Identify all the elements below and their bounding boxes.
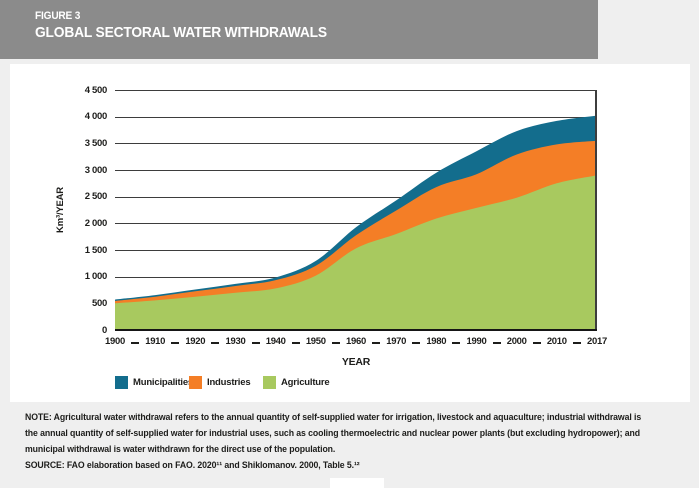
figure-number: FIGURE 3 xyxy=(35,10,81,22)
x-minor-tick xyxy=(291,342,300,344)
y-tick-0: 0 xyxy=(102,324,107,336)
y-tick-1000: 1 000 xyxy=(84,271,108,283)
gridline-3500 xyxy=(115,143,597,145)
stacked-area-chart xyxy=(115,115,597,330)
x-tick-1970: 1970 xyxy=(386,336,407,347)
y-tick-3000: 3 000 xyxy=(84,164,108,176)
x-minor-tick xyxy=(492,342,501,344)
legend-label-agriculture: Agriculture xyxy=(281,377,330,388)
x-tick-1990: 1990 xyxy=(466,336,487,347)
x-tick-1960: 1960 xyxy=(346,336,366,347)
x-axis-line xyxy=(115,329,597,331)
area-agriculture xyxy=(115,175,597,330)
x-tick-1910: 1910 xyxy=(145,336,166,347)
x-tick-2010: 2010 xyxy=(546,336,567,347)
gridline-4000 xyxy=(115,116,597,118)
gridline-2500 xyxy=(115,196,597,198)
y-tick-4000: 4 000 xyxy=(84,111,108,123)
x-minor-tick xyxy=(572,342,581,344)
source-text: SOURCE: FAO elaboration based on FAO. 20… xyxy=(25,460,360,470)
x-minor-tick xyxy=(452,342,461,344)
x-tick-2017: 2017 xyxy=(587,336,607,347)
legend-label-municipalities: Municipalities xyxy=(133,377,194,388)
x-tick-1980: 1980 xyxy=(426,336,447,347)
y-tick-4500: 4 500 xyxy=(84,84,108,96)
y-axis-title: Km³/YEAR xyxy=(55,187,66,233)
footnote-block: NOTE: Agricultural water withdrawal refe… xyxy=(25,409,656,473)
y-tick-2000: 2 000 xyxy=(84,217,108,229)
y-tick-1500: 1 500 xyxy=(84,244,108,256)
x-tick-1920: 1920 xyxy=(185,336,206,347)
x-minor-tick xyxy=(211,342,220,344)
x-tick-1940: 1940 xyxy=(265,336,286,347)
x-minor-tick xyxy=(171,342,180,344)
gridline-3000 xyxy=(115,170,597,171)
x-axis-title: YEAR xyxy=(341,356,371,368)
x-minor-tick xyxy=(372,342,381,344)
note-text: NOTE: Agricultural water withdrawal refe… xyxy=(25,412,642,454)
y-tick-2500: 2 500 xyxy=(84,191,108,203)
legend-swatch-municipalities xyxy=(115,376,128,389)
x-minor-tick xyxy=(532,342,541,344)
x-minor-tick xyxy=(131,342,140,344)
figure-header: FIGURE 3 GLOBAL SECTORAL WATER WITHDRAWA… xyxy=(0,0,598,59)
page-footer-box xyxy=(330,478,384,488)
figure-title: GLOBAL SECTORAL WATER WITHDRAWALS xyxy=(35,24,327,41)
x-minor-tick xyxy=(251,342,260,344)
plot-right-border xyxy=(595,90,597,330)
y-tick-500: 500 xyxy=(92,297,107,309)
plot-area xyxy=(115,90,597,331)
x-tick-2000: 2000 xyxy=(506,336,527,347)
gridline-2000 xyxy=(115,223,597,225)
legend-label-industries: Industries xyxy=(207,377,251,388)
gridline-4500 xyxy=(115,90,597,91)
x-tick-1900: 1900 xyxy=(105,336,125,347)
y-tick-3500: 3 500 xyxy=(84,137,108,149)
x-tick-1950: 1950 xyxy=(305,336,326,347)
x-tick-1930: 1930 xyxy=(225,336,246,347)
legend-swatch-agriculture xyxy=(263,376,276,389)
x-minor-tick xyxy=(412,342,421,344)
x-minor-tick xyxy=(331,342,340,344)
legend-swatch-industries xyxy=(189,376,202,389)
